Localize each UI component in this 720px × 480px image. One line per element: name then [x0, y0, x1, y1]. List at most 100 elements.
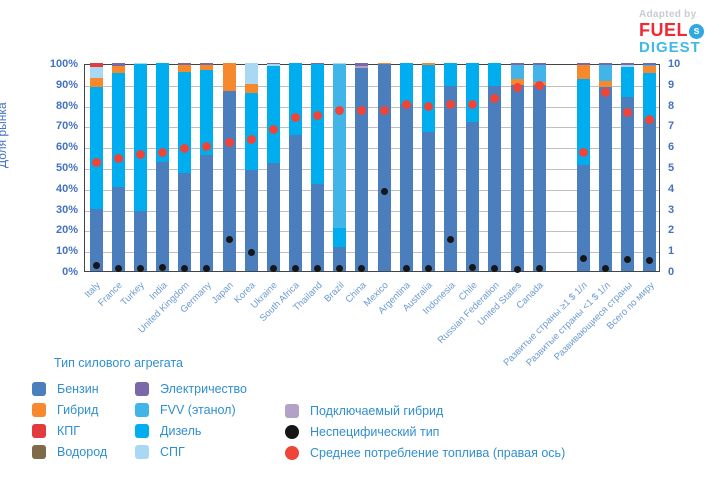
legend-label: FVV (этанол) — [160, 403, 236, 417]
avg-fuel-consumption-dot — [335, 106, 345, 116]
avg-fuel-consumption-dot — [446, 100, 456, 110]
segment-dizel — [133, 64, 147, 211]
segment-elektro — [111, 63, 125, 67]
avg-fuel-consumption-dot — [645, 114, 655, 124]
nonspecific-type-dot — [602, 265, 610, 273]
y-right-tick: 4 — [668, 182, 675, 195]
bar-brazil — [333, 63, 347, 271]
bar-russian-federation — [488, 63, 502, 271]
segment-elektro — [200, 63, 214, 66]
y-axis-title: Доля рынка — [0, 102, 9, 168]
segment-hybrid — [576, 65, 590, 79]
legend-item-hybrid: Гибрид — [32, 403, 107, 417]
gridline — [85, 231, 659, 233]
legend-item-fuel: Среднее потребление топлива (правая ось) — [285, 446, 565, 460]
nonspecific-type-dot — [402, 265, 410, 273]
avg-fuel-consumption-dot — [202, 141, 212, 151]
nonspecific-type-dot — [491, 265, 499, 273]
y-right-tick: 2 — [668, 224, 675, 237]
segment-dizel — [488, 63, 502, 86]
segment-dizel — [244, 93, 258, 171]
segment-dizel — [156, 63, 170, 162]
segment-plugin — [355, 66, 369, 69]
segment-benzin — [111, 186, 125, 271]
segment-spg — [89, 67, 103, 78]
y-left-tick: 60% — [55, 141, 78, 154]
avg-fuel-consumption-dot — [401, 100, 411, 110]
segment-elektro — [178, 63, 192, 66]
legend-item-kpg: КПГ — [32, 424, 107, 438]
segment-hybrid — [111, 66, 125, 74]
y-left-tick: 10% — [55, 245, 78, 258]
segment-spg — [133, 63, 147, 65]
benzin-swatch-icon — [32, 382, 46, 396]
segment-benzin — [244, 170, 258, 271]
segment-benzin — [266, 162, 280, 271]
nonspec-swatch-icon — [285, 425, 299, 439]
gridline — [85, 127, 659, 129]
segment-dizel — [178, 72, 192, 174]
segment-dizel — [288, 63, 302, 135]
avg-fuel-consumption-dot — [357, 106, 367, 116]
spg-swatch-icon — [135, 445, 149, 459]
bar-south-africa — [288, 63, 302, 271]
avg-fuel-consumption-dot — [490, 93, 500, 103]
segment-benzin — [444, 85, 458, 271]
bar-mexico — [377, 63, 391, 271]
segment-dizel — [421, 65, 435, 132]
fuel-digest-logo: Adapted by FUEL s DIGEST — [639, 9, 704, 57]
bar-indonesia — [444, 63, 458, 271]
segment-elektro — [311, 63, 325, 65]
legend-item-spg: СПГ — [135, 445, 247, 459]
segment-hybrid — [643, 66, 657, 74]
bar-canada — [532, 63, 546, 271]
segment-elektro — [355, 63, 369, 67]
avg-fuel-consumption-dot — [623, 108, 633, 118]
avg-fuel-consumption-dot — [180, 143, 190, 153]
segment-hybrid — [178, 65, 192, 73]
y-right-tick: 1 — [668, 245, 675, 258]
bar-развитые-страны-1-1-л — [599, 63, 613, 271]
dizel-swatch-icon — [135, 424, 149, 438]
logo-word-digest: DIGEST — [639, 39, 701, 57]
bar-united-states — [510, 63, 524, 271]
segment-kpg — [89, 63, 103, 68]
segment-dizel — [89, 86, 103, 209]
legend-label: Дизель — [160, 424, 202, 438]
avg-fuel-consumption-dot — [268, 125, 278, 135]
avg-fuel-consumption-dot — [246, 135, 256, 145]
y-right-tick: 0 — [668, 266, 675, 278]
bar-india — [156, 63, 170, 271]
segment-elektro — [510, 63, 524, 65]
legend-label: Подключаемый гибрид — [310, 404, 444, 418]
segment-dizel — [111, 73, 125, 187]
legend-label: КПГ — [57, 424, 81, 438]
bar-развивающиеся-страны — [621, 63, 635, 271]
nonspecific-type-dot — [336, 265, 344, 273]
segment-benzin — [377, 64, 391, 271]
avg-fuel-consumption-dot — [224, 137, 234, 147]
bar-chile — [466, 63, 480, 271]
legend-title: Тип силового агрегата — [54, 356, 184, 370]
nonspecific-type-dot — [624, 256, 632, 264]
bar-australia — [421, 63, 435, 271]
y-left-tick: 30% — [55, 203, 78, 216]
legend-label: Электричество — [160, 382, 247, 396]
segment-benzin — [311, 183, 325, 271]
segment-elektro — [621, 63, 635, 66]
segment-hybrid — [244, 83, 258, 94]
avg-fuel-consumption-dot — [601, 87, 611, 97]
bar-germany — [200, 63, 214, 271]
legend-item-nonspec: Неспецифический тип — [285, 425, 565, 439]
elektro-swatch-icon — [135, 382, 149, 396]
segment-benzin — [89, 208, 103, 271]
bar-korea — [244, 63, 258, 271]
segment-dizel — [333, 228, 347, 248]
segment-dizel — [200, 70, 214, 155]
y-left-tick: 90% — [55, 78, 78, 91]
segment-hybrid — [421, 63, 435, 66]
y-left-tick: 100% — [49, 58, 78, 70]
segment-benzin — [222, 91, 236, 271]
nonspecific-type-dot — [136, 265, 144, 273]
nonspecific-type-dot — [579, 255, 587, 263]
